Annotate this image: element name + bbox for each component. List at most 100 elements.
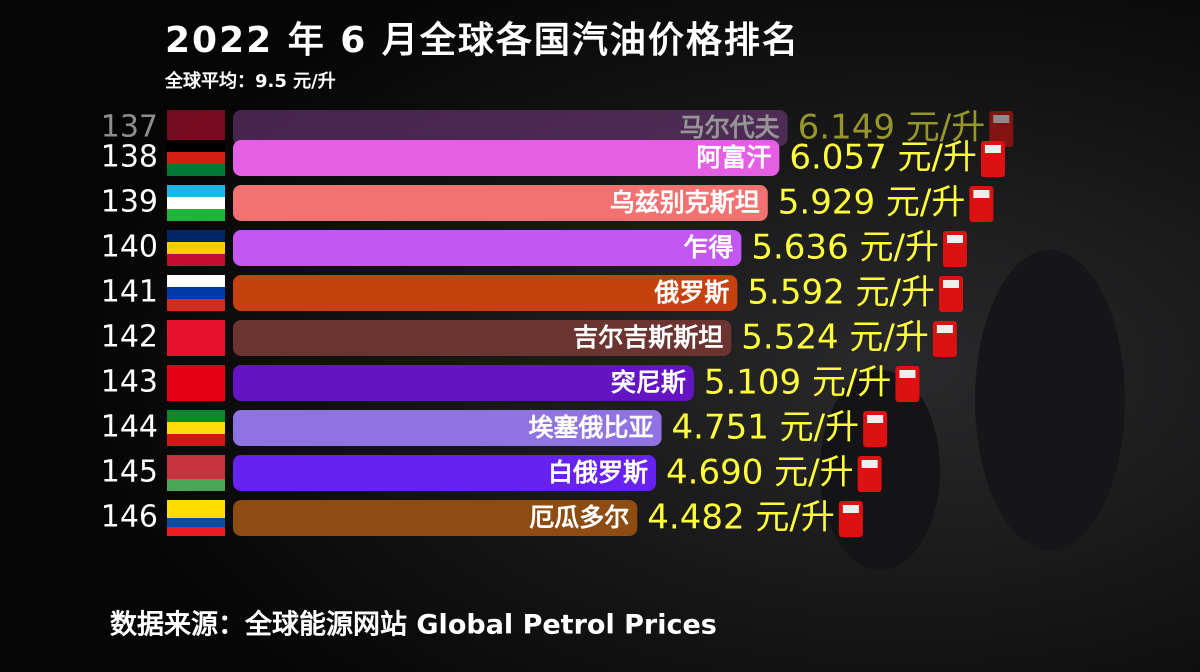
rank: 138 [101,140,158,175]
value-label: 4.690 元/升 [666,453,854,493]
bar [233,320,732,356]
country-label: 乌兹别克斯坦 [610,188,760,217]
flag-stripe [167,500,225,518]
fuel-icon [989,111,1014,147]
fuel-icon-window [861,460,878,468]
oil-barrel [975,250,1125,550]
flag-stripe [167,479,225,491]
flag [167,185,225,221]
fuel-icon-window [973,190,990,198]
flag-stripe [167,197,225,209]
fuel-icon-window [899,370,916,378]
flag [167,455,225,491]
value-label: 6.057 元/升 [789,138,977,178]
row: 146 厄瓜多尔 4.482 元/升 [101,498,863,538]
rank: 142 [101,320,158,355]
flag-stripe [167,164,225,176]
rank: 145 [101,455,158,490]
flag-stripe [167,287,225,299]
value-label: 5.636 元/升 [751,228,939,268]
flag-stripe [167,209,225,221]
fuel-icon [969,186,994,222]
row: 137 马尔代夫 6.149 元/升 [101,108,1014,148]
country-label: 厄瓜多尔 [529,503,629,532]
row: 143 突尼斯 5.109 元/升 [101,363,920,403]
value-label: 5.929 元/升 [778,183,966,223]
country-label: 埃塞俄比亚 [529,413,654,442]
flag-stripe [167,320,225,356]
rank: 144 [101,410,158,445]
bar [233,185,768,221]
value-label: 4.751 元/升 [672,408,860,448]
value-label: 5.524 元/升 [741,318,929,358]
fuel-icon [932,321,957,357]
row: 145 白俄罗斯 4.690 元/升 [101,453,882,493]
flag [167,410,225,446]
fuel-icon-window [867,415,884,423]
bar [233,110,788,146]
flag-stripe [167,365,225,401]
flag-stripe [167,185,225,197]
chart-title: 2022 年 6 月全球各国汽油价格排名 [165,19,800,61]
bar [233,410,662,446]
flag-stripe [167,242,225,254]
country-label: 乍得 [683,233,733,262]
bar [233,455,657,491]
value-label: 5.592 元/升 [747,273,935,313]
fuel-icon [939,276,964,312]
flag [167,140,225,176]
flag-stripe [167,230,225,242]
fuel-icon [980,141,1005,177]
fuel-icon [838,501,863,537]
value-label: 5.109 元/升 [704,363,892,403]
row: 142 吉尔吉斯斯坦 5.524 元/升 [101,318,957,358]
bar [233,500,638,536]
rank: 139 [101,185,158,220]
row: 139 乌兹别克斯坦 5.929 元/升 [101,183,994,223]
rank: 140 [101,230,158,265]
rank: 146 [101,500,158,535]
flag-stripe [167,434,225,446]
country-label: 阿富汗 [696,143,771,172]
country-label: 突尼斯 [611,368,686,397]
bar [233,140,780,176]
flag-stripe [167,275,225,287]
country-label: 吉尔吉斯斯坦 [573,323,723,352]
flag-stripe [167,254,225,266]
subtitle: 全球平均：9.5 元/升 [164,70,336,92]
rank: 141 [101,275,158,310]
flag [167,365,225,401]
fuel-icon-window [943,280,960,288]
flag-stripe [167,527,225,536]
fuel-icon-window [842,505,859,513]
flag-stripe [167,422,225,434]
flag-stripe [167,140,225,152]
rank: 143 [101,365,158,400]
flag-stripe [167,455,225,479]
value-label: 4.482 元/升 [647,498,835,538]
value-label: 6.149 元/升 [798,108,986,148]
flag [167,500,225,536]
flag-stripe [167,299,225,311]
fuel-icon [895,366,920,402]
bar [233,365,694,401]
fuel-icon [857,456,882,492]
flag-stripe [167,518,225,527]
row: 140 乍得 5.636 元/升 [101,228,967,268]
fuel-icon-window [993,115,1010,123]
flag [167,320,225,356]
country-label: 俄罗斯 [653,278,729,307]
fuel-icon [942,231,967,267]
fuel-icon [863,411,888,447]
fuel-icon-window [984,145,1001,153]
flag [167,230,225,266]
rank: 137 [101,110,158,145]
row: 141 俄罗斯 5.592 元/升 [101,273,964,313]
bar [233,275,738,311]
row: 144 埃塞俄比亚 4.751 元/升 [101,408,888,448]
flag [167,275,225,311]
bar [233,230,742,266]
row: 138 阿富汗 6.057 元/升 [101,138,1005,178]
